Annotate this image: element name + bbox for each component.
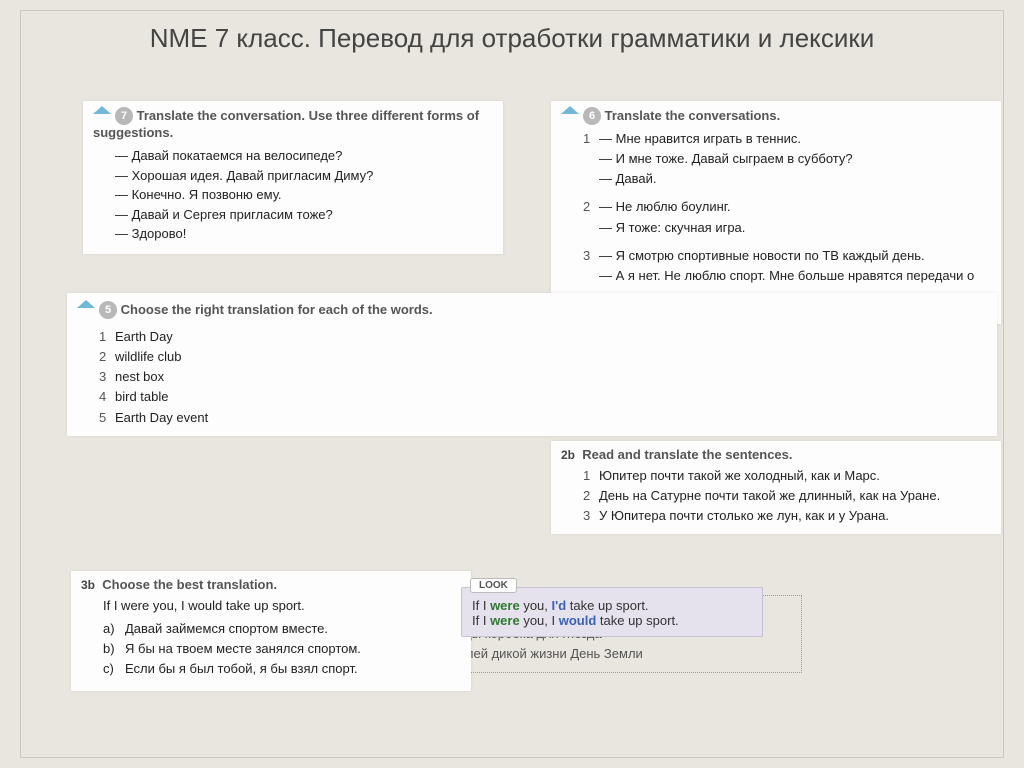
text: you, I <box>520 613 559 628</box>
hat-icon <box>93 106 111 114</box>
highlight: were <box>490 598 520 613</box>
dialogue-line: — Давай покатаемся на велосипеде? <box>115 146 493 166</box>
word-item: 4bird table <box>99 387 987 407</box>
text: you, <box>520 598 552 613</box>
stem-sentence: If I were you, I would take up sport. <box>81 598 461 613</box>
exercise-number: 7 <box>115 107 133 125</box>
sentence-item: 1Юпитер почти такой же холодный, как и М… <box>583 466 991 486</box>
option-item: b)Я бы на твоем месте занялся спортом. <box>103 639 461 659</box>
exercise-number: 3b <box>81 578 95 592</box>
exercise-instruction: Translate the conversation. Use three di… <box>93 108 479 140</box>
highlight: I'd <box>552 598 567 613</box>
highlight: would <box>559 613 597 628</box>
highlight: were <box>490 613 520 628</box>
text: take up sport. <box>566 598 648 613</box>
word-item: 5Earth Day event <box>99 408 987 428</box>
dialogue-line: 3— Я смотрю спортивные новости по ТВ каж… <box>583 246 991 266</box>
exercise-number: 2b <box>561 448 575 462</box>
look-box: LOOK If I were you, I'd take up sport. I… <box>461 587 763 637</box>
dialogue-line: — Здорово! <box>115 224 493 244</box>
exercise-instruction: Choose the right translation for each of… <box>121 302 433 317</box>
exercise-instruction: Translate the conversations. <box>605 108 781 123</box>
dialogue-line: — И мне тоже. Давай сыграем в субботу? <box>583 149 991 169</box>
exercise-number: 5 <box>99 301 117 319</box>
text: If I <box>472 598 490 613</box>
text: take up sport. <box>596 613 678 628</box>
dialogue-line: — Я тоже: скучная игра. <box>583 218 991 238</box>
text: If I <box>472 613 490 628</box>
dialogue-lines: — Давай покатаемся на велосипеде?— Хорош… <box>93 146 493 244</box>
exercise-instruction: Read and translate the sentences. <box>582 447 792 462</box>
word-item: 2wildlife club <box>99 347 987 367</box>
word-item: 3nest box <box>99 367 987 387</box>
option-item: c)Если бы я был тобой, я бы взял спорт. <box>103 659 461 679</box>
dialogue-line: — Хорошая идея. Давай пригласим Диму? <box>115 166 493 186</box>
dialogue-line: 2— Не люблю боулинг. <box>583 197 991 217</box>
exercise-3b: 3b Choose the best translation. If I wer… <box>71 571 471 691</box>
hat-icon <box>561 106 579 114</box>
dialogue-line: 1— Мне нравится играть в теннис. <box>583 129 991 149</box>
sentence-item: 2День на Сатурне почти такой же длинный,… <box>583 486 991 506</box>
exercise-2b: 2b Read and translate the sentences. 1Юп… <box>551 441 1001 534</box>
exercise-instruction: Choose the best translation. <box>102 577 277 592</box>
exercise-number: 6 <box>583 107 601 125</box>
look-label: LOOK <box>470 578 517 593</box>
exercise-5: 5 Choose the right translation for each … <box>67 293 997 436</box>
sentence-item: 3У Юпитера почти столько же лун, как и у… <box>583 506 991 526</box>
exercise-7: 7 Translate the conversation. Use three … <box>83 101 503 254</box>
exercise-6: 6 Translate the conversations. 1— Мне нр… <box>551 101 1001 324</box>
dialogue-line: — Давай. <box>583 169 991 189</box>
dialogue-line: — Конечно. Я позвоню ему. <box>115 185 493 205</box>
word-item: 1Earth Day <box>99 327 987 347</box>
page-title: NME 7 класс. Перевод для отработки грамм… <box>21 11 1003 58</box>
dialogue-line: — Давай и Сергея пригласим тоже? <box>115 205 493 225</box>
option-item: a)Давай займемся спортом вместе. <box>103 619 461 639</box>
hat-icon <box>77 300 95 308</box>
